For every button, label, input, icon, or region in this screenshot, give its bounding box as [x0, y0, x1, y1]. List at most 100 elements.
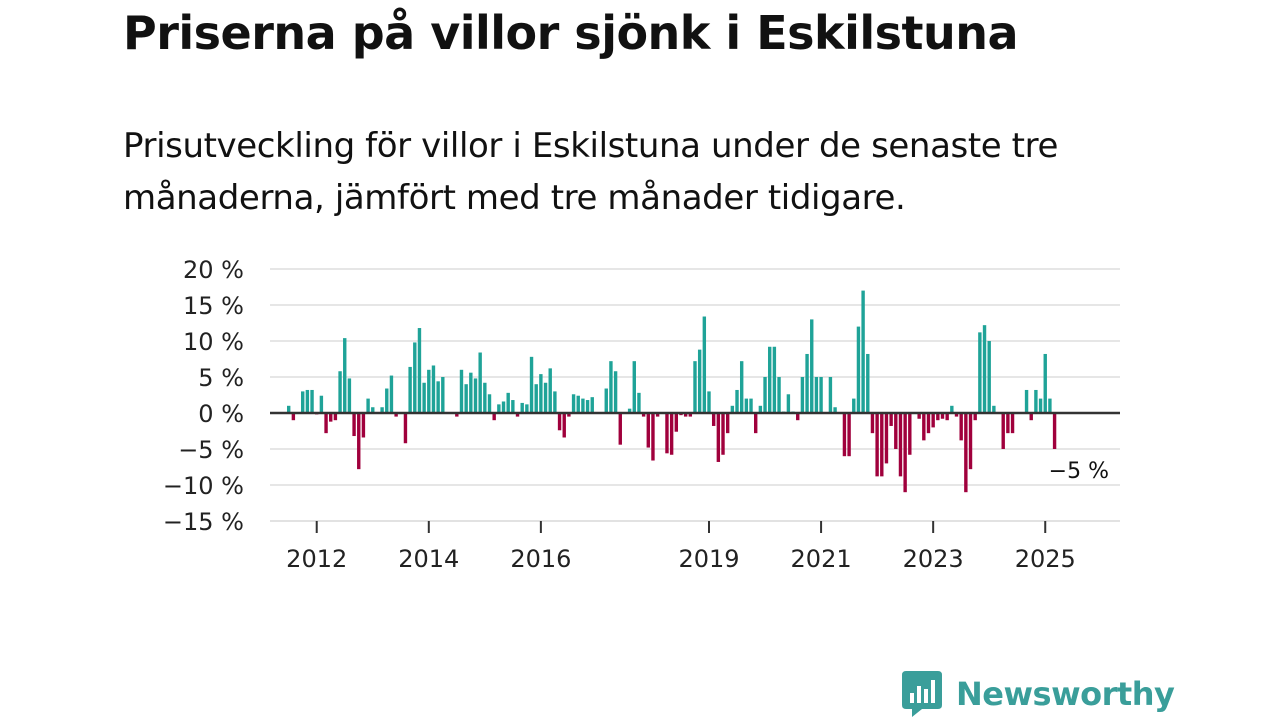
bar-148 [978, 332, 982, 413]
bar-145 [964, 413, 968, 493]
y-tick-label: 0 % [198, 400, 244, 428]
bar-89 [702, 316, 707, 413]
bar-22 [389, 375, 394, 413]
newsworthy-logo-icon [902, 671, 942, 717]
bar-56 [548, 368, 552, 413]
bar-103 [768, 346, 772, 413]
bar-60 [567, 413, 571, 417]
bar-37 [459, 369, 464, 413]
x-tick-label: 2023 [903, 545, 964, 573]
bar-151 [992, 405, 996, 413]
bar-46 [501, 401, 506, 413]
chart-subtitle: Prisutveckling för villor i Eskilstuna u… [123, 126, 1058, 218]
bar-125 [870, 413, 875, 434]
bar-159 [1029, 413, 1033, 421]
bar-123 [861, 290, 865, 413]
bar-16 [361, 413, 366, 438]
bar-99 [749, 398, 753, 413]
bar-107 [786, 394, 791, 413]
bar-110 [800, 377, 805, 413]
bar-25 [403, 413, 408, 444]
brand-name: Newsworthy [956, 675, 1175, 713]
bar-129 [889, 413, 893, 426]
bar-65 [590, 397, 594, 413]
bar-33 [441, 377, 445, 413]
bar-11 [338, 371, 342, 413]
bar-3 [301, 391, 305, 413]
bar-12 [343, 338, 347, 413]
bar-68 [604, 388, 608, 413]
bar-9 [329, 413, 333, 422]
bar-20 [380, 407, 384, 413]
bar-90 [707, 391, 711, 413]
bar-27 [413, 342, 417, 413]
bar-122 [856, 326, 861, 413]
bar-23 [394, 413, 398, 417]
y-tick-label: −5 % [178, 436, 244, 464]
bar-128 [884, 413, 889, 464]
bar-42 [483, 382, 487, 413]
bar-40 [473, 378, 478, 413]
bar-62 [576, 395, 580, 413]
bar-150 [987, 341, 991, 413]
newsworthy-brand: Newsworthy [902, 671, 1175, 717]
x-tick-label: 2019 [678, 545, 739, 573]
y-tick-label: 10 % [183, 328, 244, 356]
bar-5 [310, 389, 314, 413]
bar-74 [632, 361, 636, 413]
x-tick-label: 2025 [1015, 545, 1076, 573]
x-axis: 2012 2014 2016 2019 2021 2023 2025 [270, 520, 1120, 573]
bar-61 [571, 394, 576, 413]
bar-121 [852, 398, 856, 413]
bar-142 [950, 405, 954, 413]
bar-158 [1024, 389, 1029, 413]
bar-85 [683, 413, 688, 417]
bar-15 [357, 413, 361, 470]
bar-29 [422, 382, 426, 413]
bar-1 [291, 413, 296, 421]
bar-31 [431, 365, 436, 413]
bar-32 [436, 381, 440, 413]
bar-127 [880, 413, 884, 477]
bar-82 [669, 413, 674, 455]
bar-21 [385, 388, 389, 413]
y-tick-label: −10 % [163, 472, 244, 500]
bar-43 [487, 394, 492, 413]
bar-17 [366, 398, 370, 413]
bar-132 [903, 413, 907, 493]
bar-146 [968, 413, 973, 470]
bar-39 [469, 372, 473, 413]
bar-163 [1048, 398, 1052, 413]
bar-71 [618, 413, 622, 445]
bar-51 [525, 404, 529, 413]
bar-97 [739, 361, 744, 413]
bar-155 [1010, 413, 1015, 434]
bar-94 [725, 413, 730, 434]
bar-7 [319, 395, 324, 413]
bar-117 [833, 407, 837, 413]
bar-18 [371, 407, 375, 413]
y-tick-label: 15 % [183, 292, 244, 320]
bar-160 [1034, 389, 1038, 413]
bar-140 [940, 413, 945, 419]
bar-45 [497, 404, 501, 413]
bar-126 [875, 413, 879, 477]
bar-114 [819, 377, 823, 413]
bar-153 [1001, 413, 1005, 449]
bar-64 [585, 400, 590, 413]
bar-104 [772, 346, 777, 413]
bar-57 [553, 391, 557, 413]
bar-77 [646, 413, 650, 448]
y-tick-label: 20 % [183, 256, 244, 284]
bar-137 [926, 413, 931, 434]
bar-102 [763, 377, 767, 413]
bar-54 [539, 374, 543, 413]
bar-113 [814, 377, 819, 413]
bar-0 [287, 405, 291, 413]
bar-143 [954, 413, 959, 417]
bar-119 [842, 413, 847, 457]
bar-83 [674, 413, 679, 432]
bar-130 [894, 413, 898, 449]
bar-147 [973, 413, 977, 421]
bar-144 [959, 413, 963, 441]
